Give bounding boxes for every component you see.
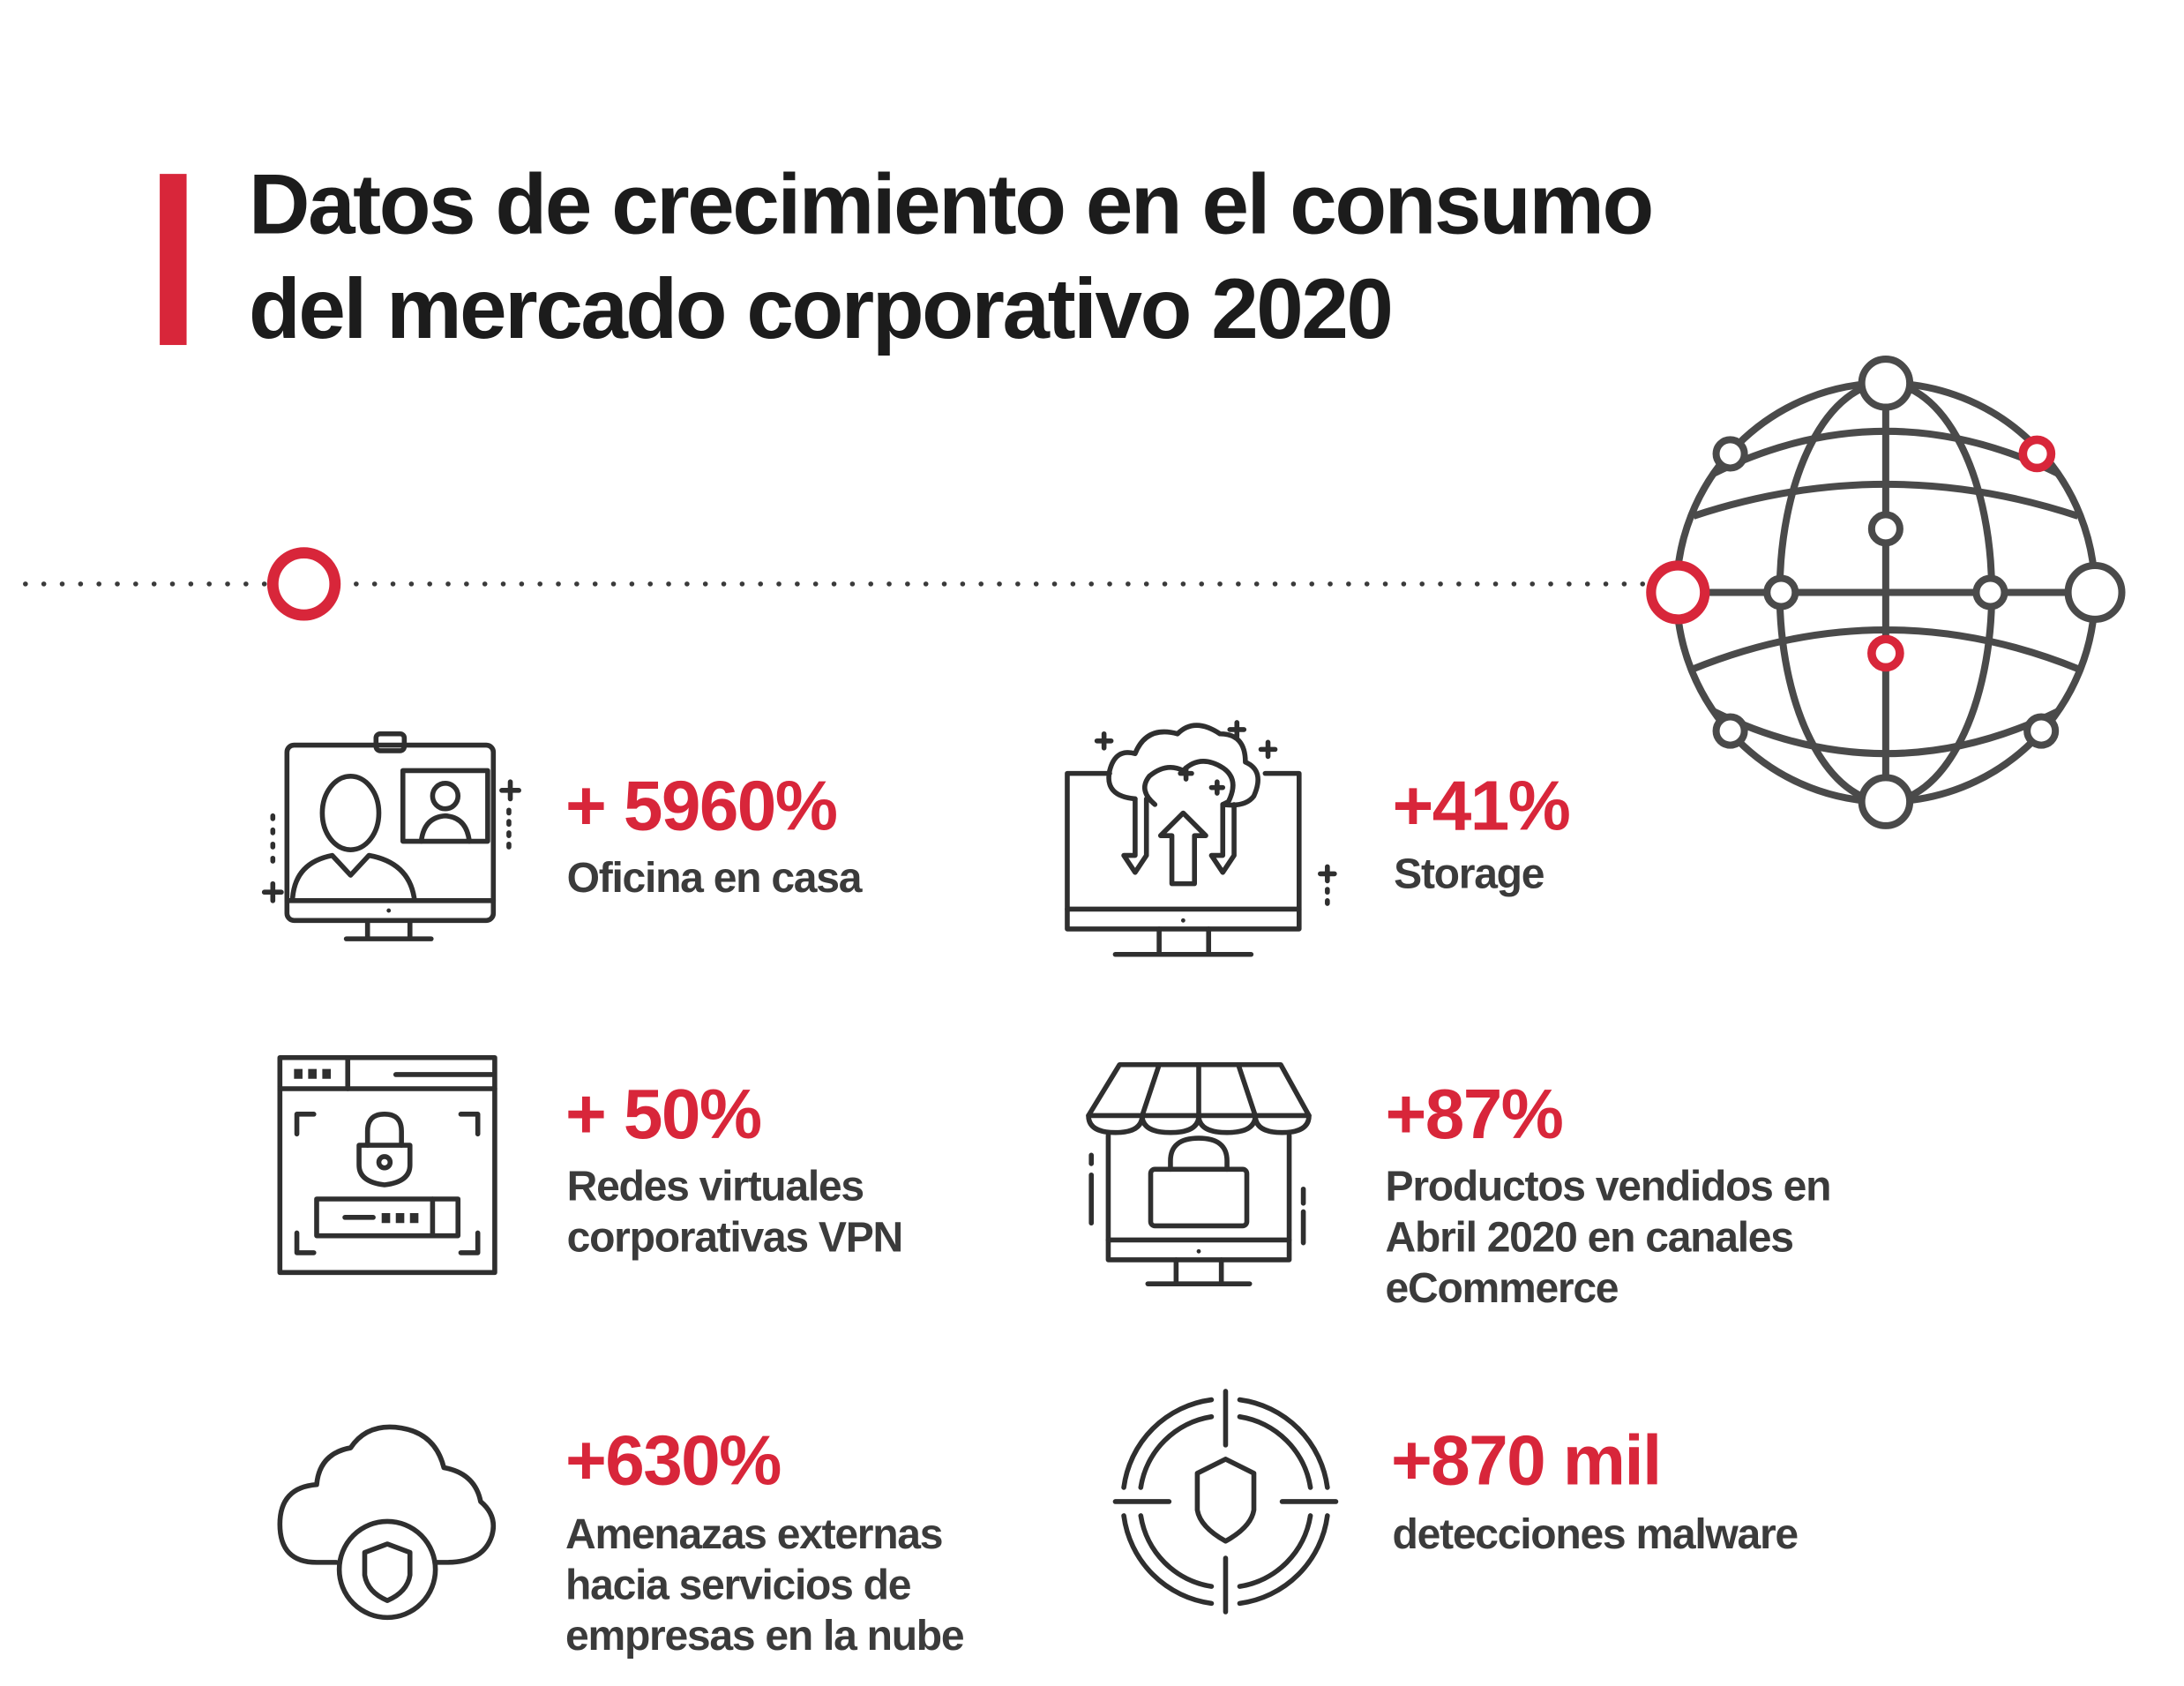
stat-value: + 50% xyxy=(565,1074,762,1154)
stat-label: Oficina en casa xyxy=(566,855,863,903)
stat-label: Redes virtuales corporativas VPN xyxy=(566,1163,904,1262)
cloud-shield-icon xyxy=(277,1424,497,1621)
stat-value: +870 mil xyxy=(1390,1420,1662,1501)
stat-label: Productos vendidos en Abril 2020 en canal… xyxy=(1385,1163,1832,1313)
network-line-graphic xyxy=(23,356,2126,829)
stat-value: +41% xyxy=(1392,766,1571,846)
target-shield-icon xyxy=(1112,1389,1339,1615)
page-title: Datos de crecimiento en el consumo del m… xyxy=(249,156,1654,356)
stat-label: detecciones malware xyxy=(1392,1511,1799,1559)
stat-label: Amenazas externas hacia servicios de empre… xyxy=(565,1511,965,1660)
vpn-lock-window-icon xyxy=(277,1054,497,1276)
stat-value: +630% xyxy=(565,1420,782,1501)
cloud-storage-monitor-icon xyxy=(1065,720,1337,957)
globe-icon xyxy=(1646,356,2126,829)
title-accent-bar xyxy=(160,174,187,346)
stat-value: +87% xyxy=(1385,1074,1564,1154)
video-call-monitor-icon xyxy=(261,731,521,941)
stat-value: + 5960% xyxy=(565,766,838,846)
stat-label: Storage xyxy=(1394,850,1545,898)
online-store-icon xyxy=(1086,1061,1312,1286)
red-ring-marker xyxy=(266,547,341,621)
